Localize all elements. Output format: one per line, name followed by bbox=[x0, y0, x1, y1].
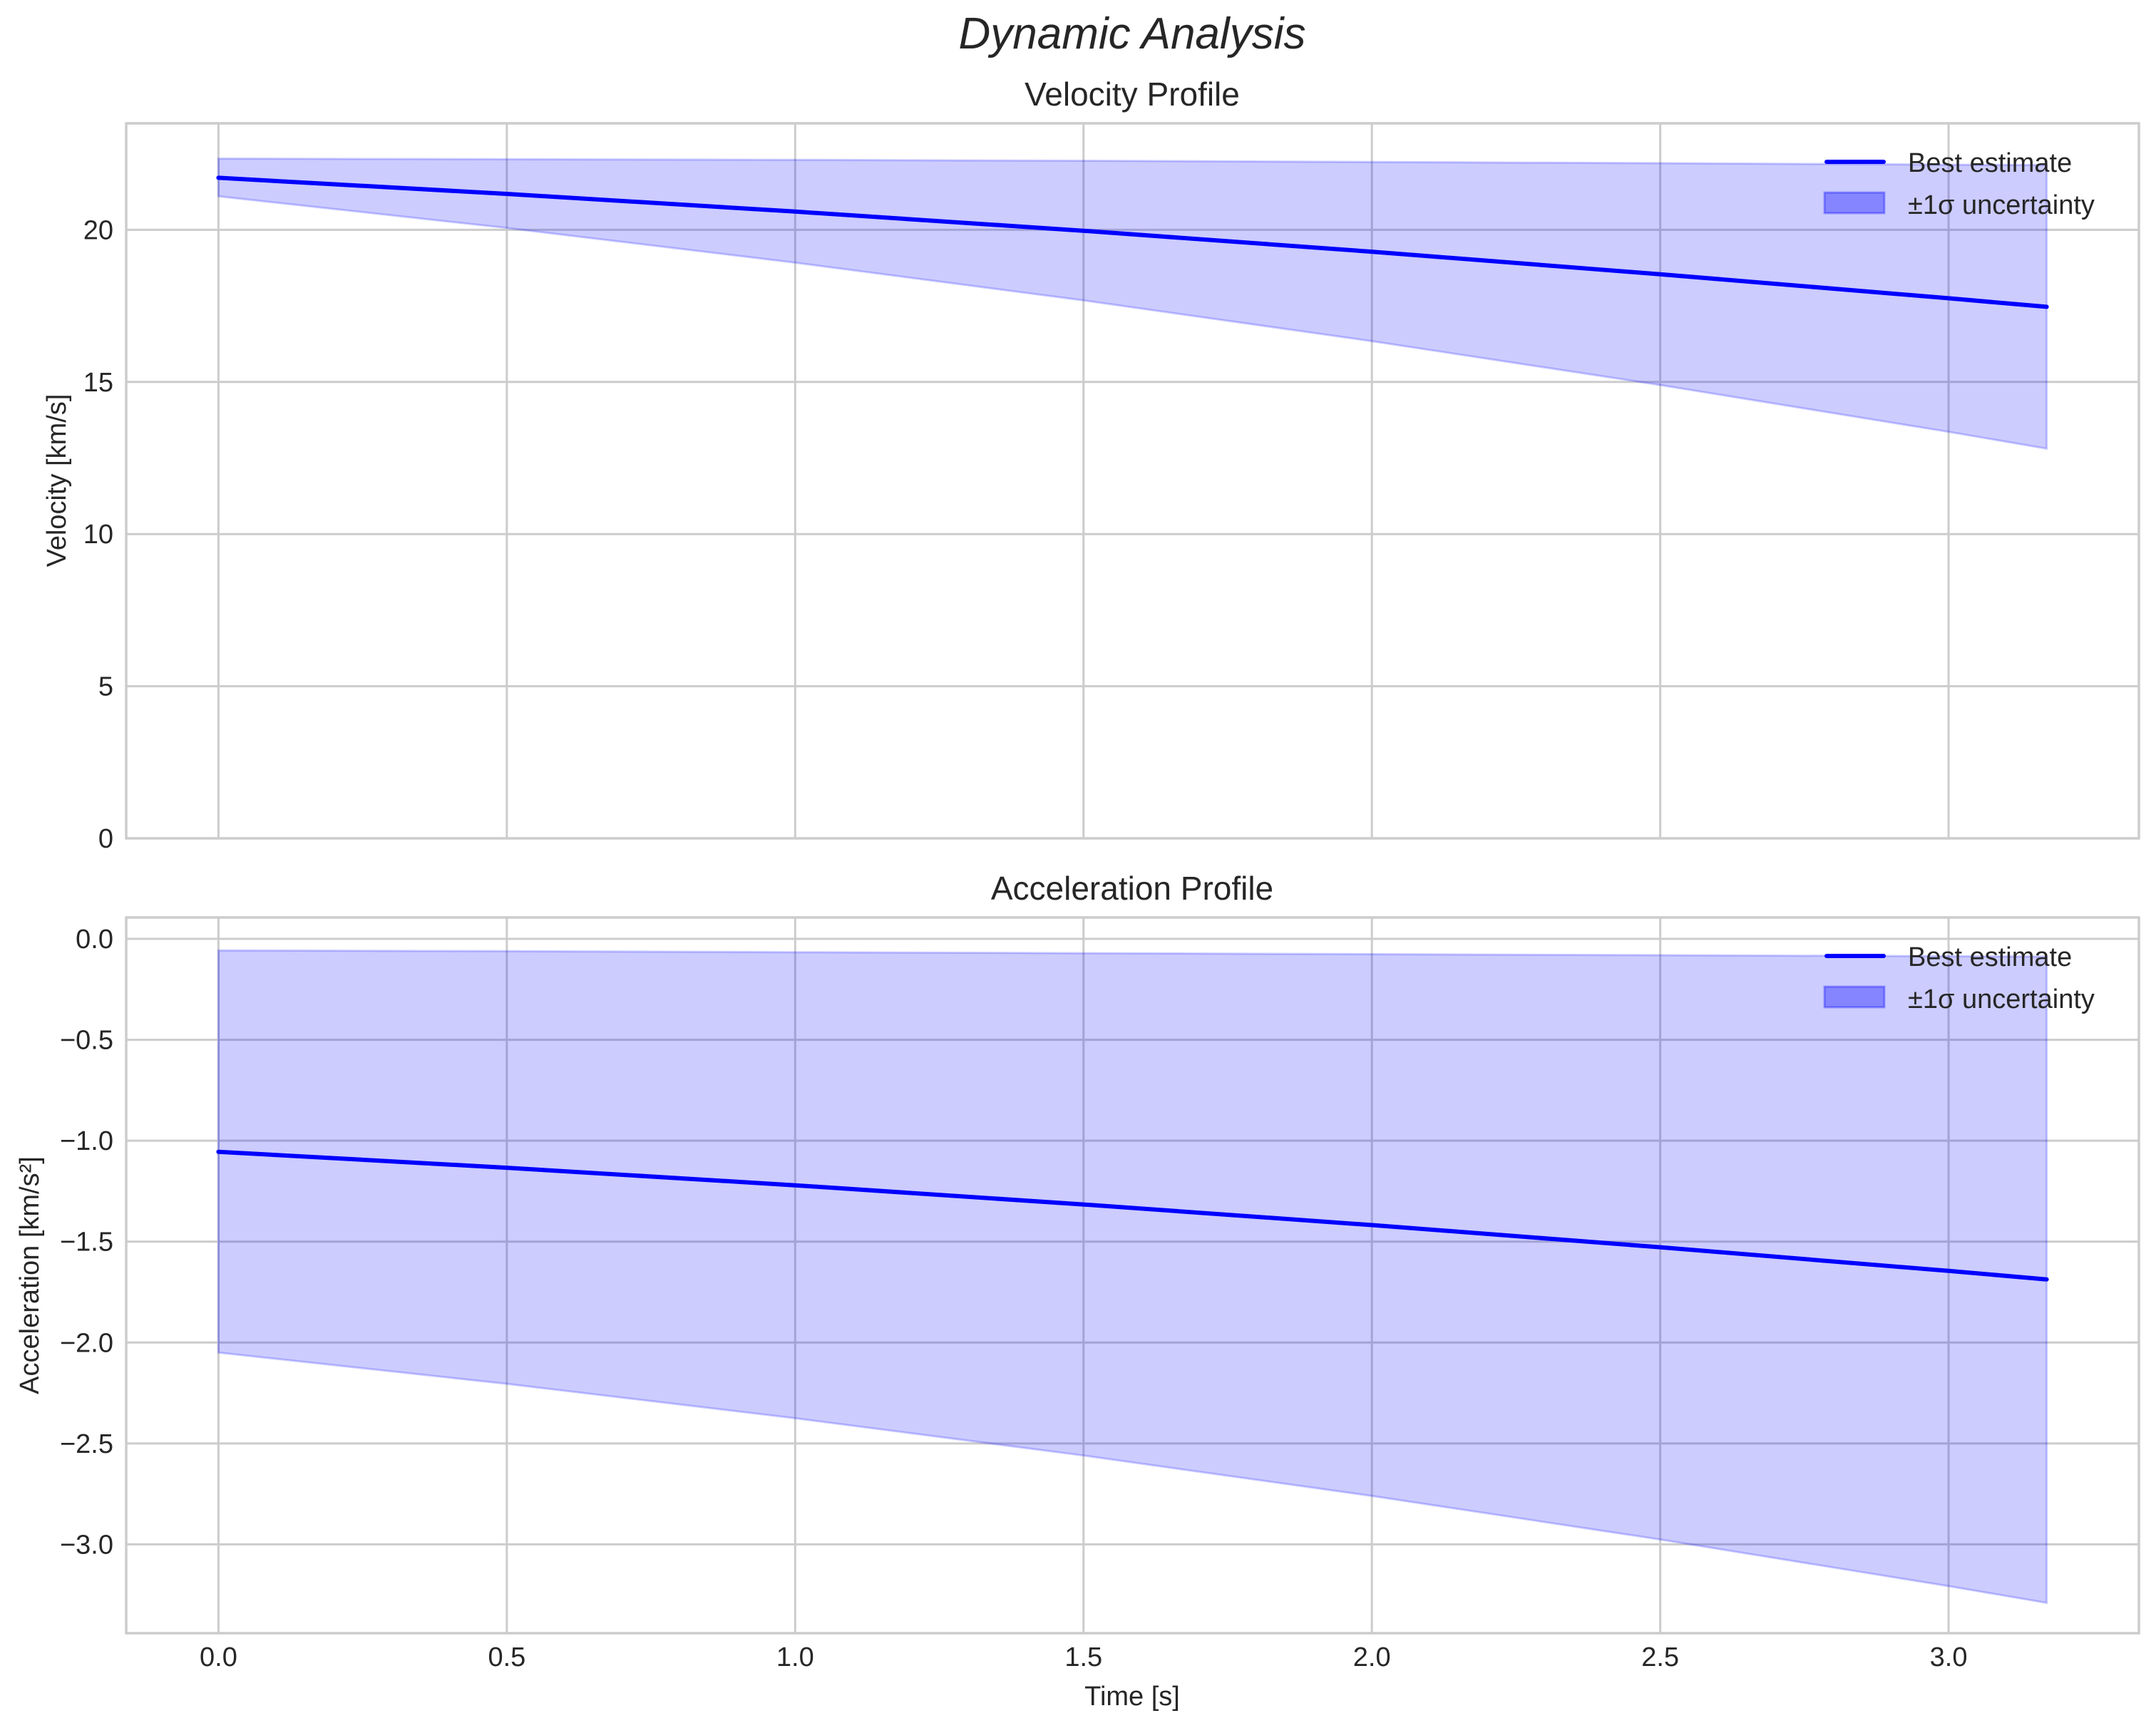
y-tick-label: −1.0 bbox=[60, 1126, 113, 1156]
y-tick-label: −0.5 bbox=[60, 1026, 113, 1056]
x-tick-label: 2.5 bbox=[1641, 1642, 1679, 1672]
y-tick-label: −2.0 bbox=[60, 1328, 113, 1358]
best-estimate-line bbox=[216, 1149, 2049, 1282]
y-tick-label: −3.0 bbox=[60, 1530, 113, 1560]
acceleration-subplot: Acceleration Profile 0.0 −0.5 −1.0 −1.5 −2.0… bbox=[15, 870, 2140, 1712]
acceleration-gridlines bbox=[126, 917, 2139, 1633]
velocity-legend: Best estimate ±1σ uncertainty bbox=[1823, 148, 2095, 220]
acceleration-legend: Best estimate ±1σ uncertainty bbox=[1823, 942, 2095, 1014]
y-tick-label: 0.0 bbox=[76, 925, 113, 955]
y-tick-label: 20 bbox=[83, 215, 113, 245]
acceleration-plot-area bbox=[216, 949, 2049, 1605]
legend-label-uncertainty: ±1σ uncertainty bbox=[1908, 984, 2095, 1014]
x-tick-label: 1.5 bbox=[1064, 1642, 1102, 1672]
velocity-axes-frame bbox=[125, 122, 2140, 840]
y-tick-label: −2.5 bbox=[60, 1429, 113, 1459]
x-tick-label: 0.0 bbox=[200, 1642, 237, 1672]
acceleration-y-tick-labels: 0.0 −0.5 −1.0 −1.5 −2.0 −2.5 −3.0 bbox=[60, 925, 113, 1560]
legend-label-uncertainty: ±1σ uncertainty bbox=[1908, 190, 2095, 220]
figure-title: Dynamic Analysis bbox=[959, 9, 1306, 58]
x-axis-label: Time [s] bbox=[1084, 1682, 1180, 1712]
velocity-subplot-title: Velocity Profile bbox=[1025, 76, 1240, 113]
x-tick-label: 1.0 bbox=[776, 1642, 814, 1672]
x-tick-label: 2.0 bbox=[1353, 1642, 1391, 1672]
y-tick-label: 0 bbox=[98, 824, 113, 854]
velocity-subplot: Velocity Profile 0 5 10 15 20 Velocity [km/s… bbox=[42, 76, 2140, 854]
acceleration-axes-frame bbox=[125, 916, 2140, 1635]
legend-band-swatch-icon bbox=[1823, 985, 1886, 1009]
best-estimate-line bbox=[216, 175, 2049, 309]
y-tick-label: −1.5 bbox=[60, 1228, 113, 1258]
uncertainty-band bbox=[217, 157, 2048, 451]
y-tick-label: 5 bbox=[98, 672, 113, 702]
uncertainty-band bbox=[217, 949, 2048, 1605]
legend-band-swatch-icon bbox=[1823, 191, 1886, 215]
y-tick-label: 10 bbox=[83, 520, 113, 550]
acceleration-subplot-title: Acceleration Profile bbox=[991, 870, 1273, 907]
velocity-y-axis-label: Velocity [km/s] bbox=[42, 394, 72, 567]
velocity-y-tick-labels: 0 5 10 15 20 bbox=[83, 215, 113, 854]
legend-label-best-estimate: Best estimate bbox=[1908, 148, 2072, 178]
acceleration-y-axis-label: Acceleration [km/s²] bbox=[15, 1156, 45, 1394]
y-tick-label: 15 bbox=[83, 368, 113, 398]
legend-label-best-estimate: Best estimate bbox=[1908, 942, 2072, 972]
x-tick-labels: 0.0 0.5 1.0 1.5 2.0 2.5 3.0 bbox=[200, 1642, 1967, 1672]
x-tick-label: 0.5 bbox=[488, 1642, 525, 1672]
x-tick-label: 3.0 bbox=[1930, 1642, 1968, 1672]
velocity-plot-area bbox=[216, 157, 2049, 451]
